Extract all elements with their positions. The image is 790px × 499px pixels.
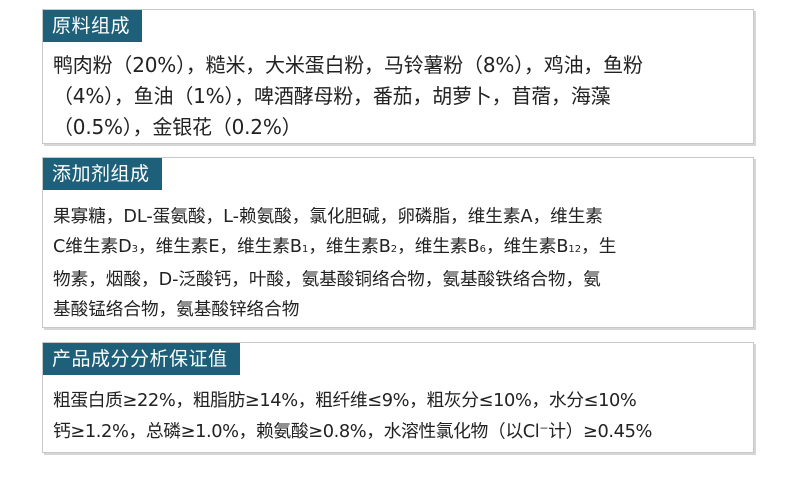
ingredients-title: 原料组成 bbox=[43, 10, 143, 42]
subscript: 6 bbox=[479, 244, 486, 255]
analysis-line: 钙≥1.2%，总磷≥1.0%，赖氨酸≥0.8%，水溶性氯化物（以Cl⁻计）≥0.… bbox=[53, 421, 652, 442]
analysis-text: 粗蛋白质≥22%，粗脂肪≥14%，粗纤维≤9%，粗灰分≤10%，水分≤10% 钙… bbox=[53, 385, 747, 447]
ingredients-text: 鸭肉粉（20%），糙米，大米蛋白粉，马铃薯粉（8%），鸡油，鱼粉 （4%），鱼油… bbox=[53, 50, 747, 143]
additives-line: 基酸锰络合物，氨基酸锌络合物 bbox=[53, 300, 300, 320]
additives-text-run: ，维生素B bbox=[485, 237, 569, 257]
ingredients-line: 鸭肉粉（20%），糙米，大米蛋白粉，马铃薯粉（8%），鸡油，鱼粉 bbox=[53, 53, 643, 77]
analysis-section: 产品成分分析保证值 粗蛋白质≥22%，粗脂肪≥14%，粗纤维≤9%，粗灰分≤10… bbox=[42, 342, 754, 453]
additives-text: 果寡糖，DL-蛋氨酸，L-赖氨酸，氯化胆碱，卵磷脂，维生素A，维生素 C维生素D… bbox=[53, 202, 747, 325]
analysis-title: 产品成分分析保证值 bbox=[43, 343, 240, 375]
ingredients-line: （0.5%），金银花（0.2%） bbox=[53, 115, 302, 139]
additives-title: 添加剂组成 bbox=[43, 158, 162, 190]
ingredients-line: （4%），鱼油（1%），啤酒酵母粉，番茄，胡萝卜，苜蓿，海藻 bbox=[53, 84, 611, 108]
additives-text-run: ，维生素B bbox=[308, 237, 391, 257]
additives-text-run: C维生素D bbox=[53, 237, 132, 257]
subscript: 3 bbox=[131, 244, 138, 255]
additives-text-run: ，生 bbox=[581, 237, 617, 257]
additives-line: 物素，烟酸，D-泛酸钙，叶酸，氨基酸铜络合物，氨基酸铁络合物，氨 bbox=[53, 270, 601, 290]
additives-text-run: ，维生素B bbox=[397, 237, 480, 257]
ingredients-section: 原料组成 鸭肉粉（20%），糙米，大米蛋白粉，马铃薯粉（8%），鸡油，鱼粉 （4… bbox=[42, 9, 754, 144]
additives-line: 果寡糖，DL-蛋氨酸，L-赖氨酸，氯化胆碱，卵磷脂，维生素A，维生素 bbox=[53, 207, 603, 227]
analysis-line: 粗蛋白质≥22%，粗脂肪≥14%，粗纤维≤9%，粗灰分≤10%，水分≤10% bbox=[53, 390, 637, 411]
additives-section: 添加剂组成 果寡糖，DL-蛋氨酸，L-赖氨酸，氯化胆碱，卵磷脂，维生素A，维生素… bbox=[42, 157, 754, 328]
additives-line: C维生素D3，维生素E，维生素B1，维生素B2，维生素B6，维生素B12，生 bbox=[53, 232, 747, 265]
subscript: 12 bbox=[568, 244, 582, 255]
subscript: 2 bbox=[390, 244, 398, 255]
subscript: 1 bbox=[301, 244, 309, 255]
additives-text-run: ，维生素E，维生素B bbox=[138, 237, 302, 257]
